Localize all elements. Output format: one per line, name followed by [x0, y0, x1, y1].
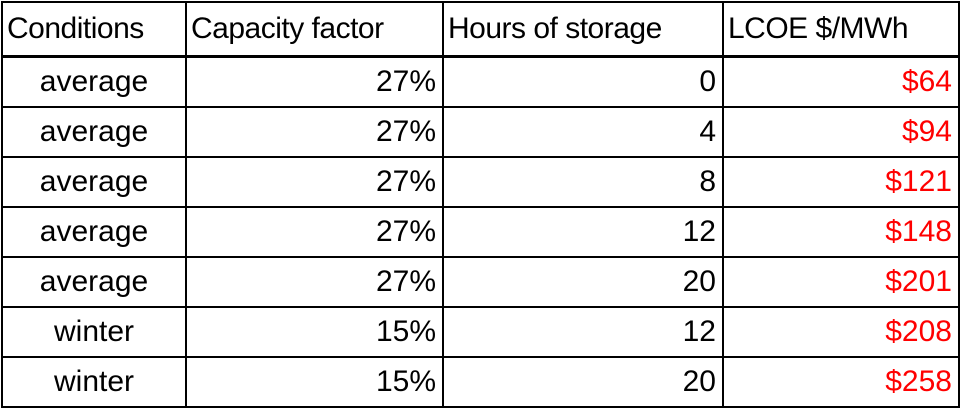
table-cell: $121 — [722, 156, 960, 208]
table-cell: $148 — [722, 206, 960, 258]
table-cell: 27% — [185, 206, 444, 258]
table-cell: 27% — [185, 55, 444, 108]
header-cell: Hours of storage — [442, 1, 724, 58]
table-row: average 27% 0 $64 — [1, 55, 960, 108]
header-row: Conditions Capacity factor Hours of storag… — [1, 1, 960, 58]
table-cell: 12 — [442, 206, 724, 258]
table-body: average 27% 0 $64 average 27% 4 $94 average 27% 8 $… — [1, 55, 960, 408]
table-cell: 20 — [442, 356, 724, 408]
table-cell: 27% — [185, 106, 444, 158]
table-cell: 27% — [185, 156, 444, 208]
table-cell: 8 — [442, 156, 724, 208]
table-row: average 27% 4 $94 — [1, 106, 960, 158]
table-cell: 20 — [442, 256, 724, 308]
table-cell: 15% — [185, 356, 444, 408]
table-cell: $201 — [722, 256, 960, 308]
table-cell: 27% — [185, 256, 444, 308]
table-row: average 27% 12 $148 — [1, 206, 960, 258]
header-cell: Capacity factor — [185, 1, 444, 58]
table-header: Conditions Capacity factor Hours of storag… — [1, 1, 960, 58]
table-cell: 4 — [442, 106, 724, 158]
table-cell: 0 — [442, 55, 724, 108]
table-cell: average — [1, 256, 187, 308]
table-cell: $64 — [722, 55, 960, 108]
table-cell: 15% — [185, 306, 444, 358]
table-row: average 27% 8 $121 — [1, 156, 960, 208]
table-cell: average — [1, 106, 187, 158]
table-row: winter 15% 20 $258 — [1, 356, 960, 408]
table-cell: $258 — [722, 356, 960, 408]
header-cell: LCOE $/MWh — [722, 1, 960, 58]
header-cell: Conditions — [1, 1, 187, 58]
data-table: Conditions Capacity factor Hours of storag… — [1, 1, 960, 408]
table-row: winter 15% 12 $208 — [1, 306, 960, 358]
table-cell: average — [1, 206, 187, 258]
table-cell: $94 — [722, 106, 960, 158]
table-cell: average — [1, 156, 187, 208]
table-cell: average — [1, 55, 187, 108]
table-cell: winter — [1, 356, 187, 408]
table-row: average 27% 20 $201 — [1, 256, 960, 308]
table-cell: $208 — [722, 306, 960, 358]
table-cell: winter — [1, 306, 187, 358]
table-cell: 12 — [442, 306, 724, 358]
